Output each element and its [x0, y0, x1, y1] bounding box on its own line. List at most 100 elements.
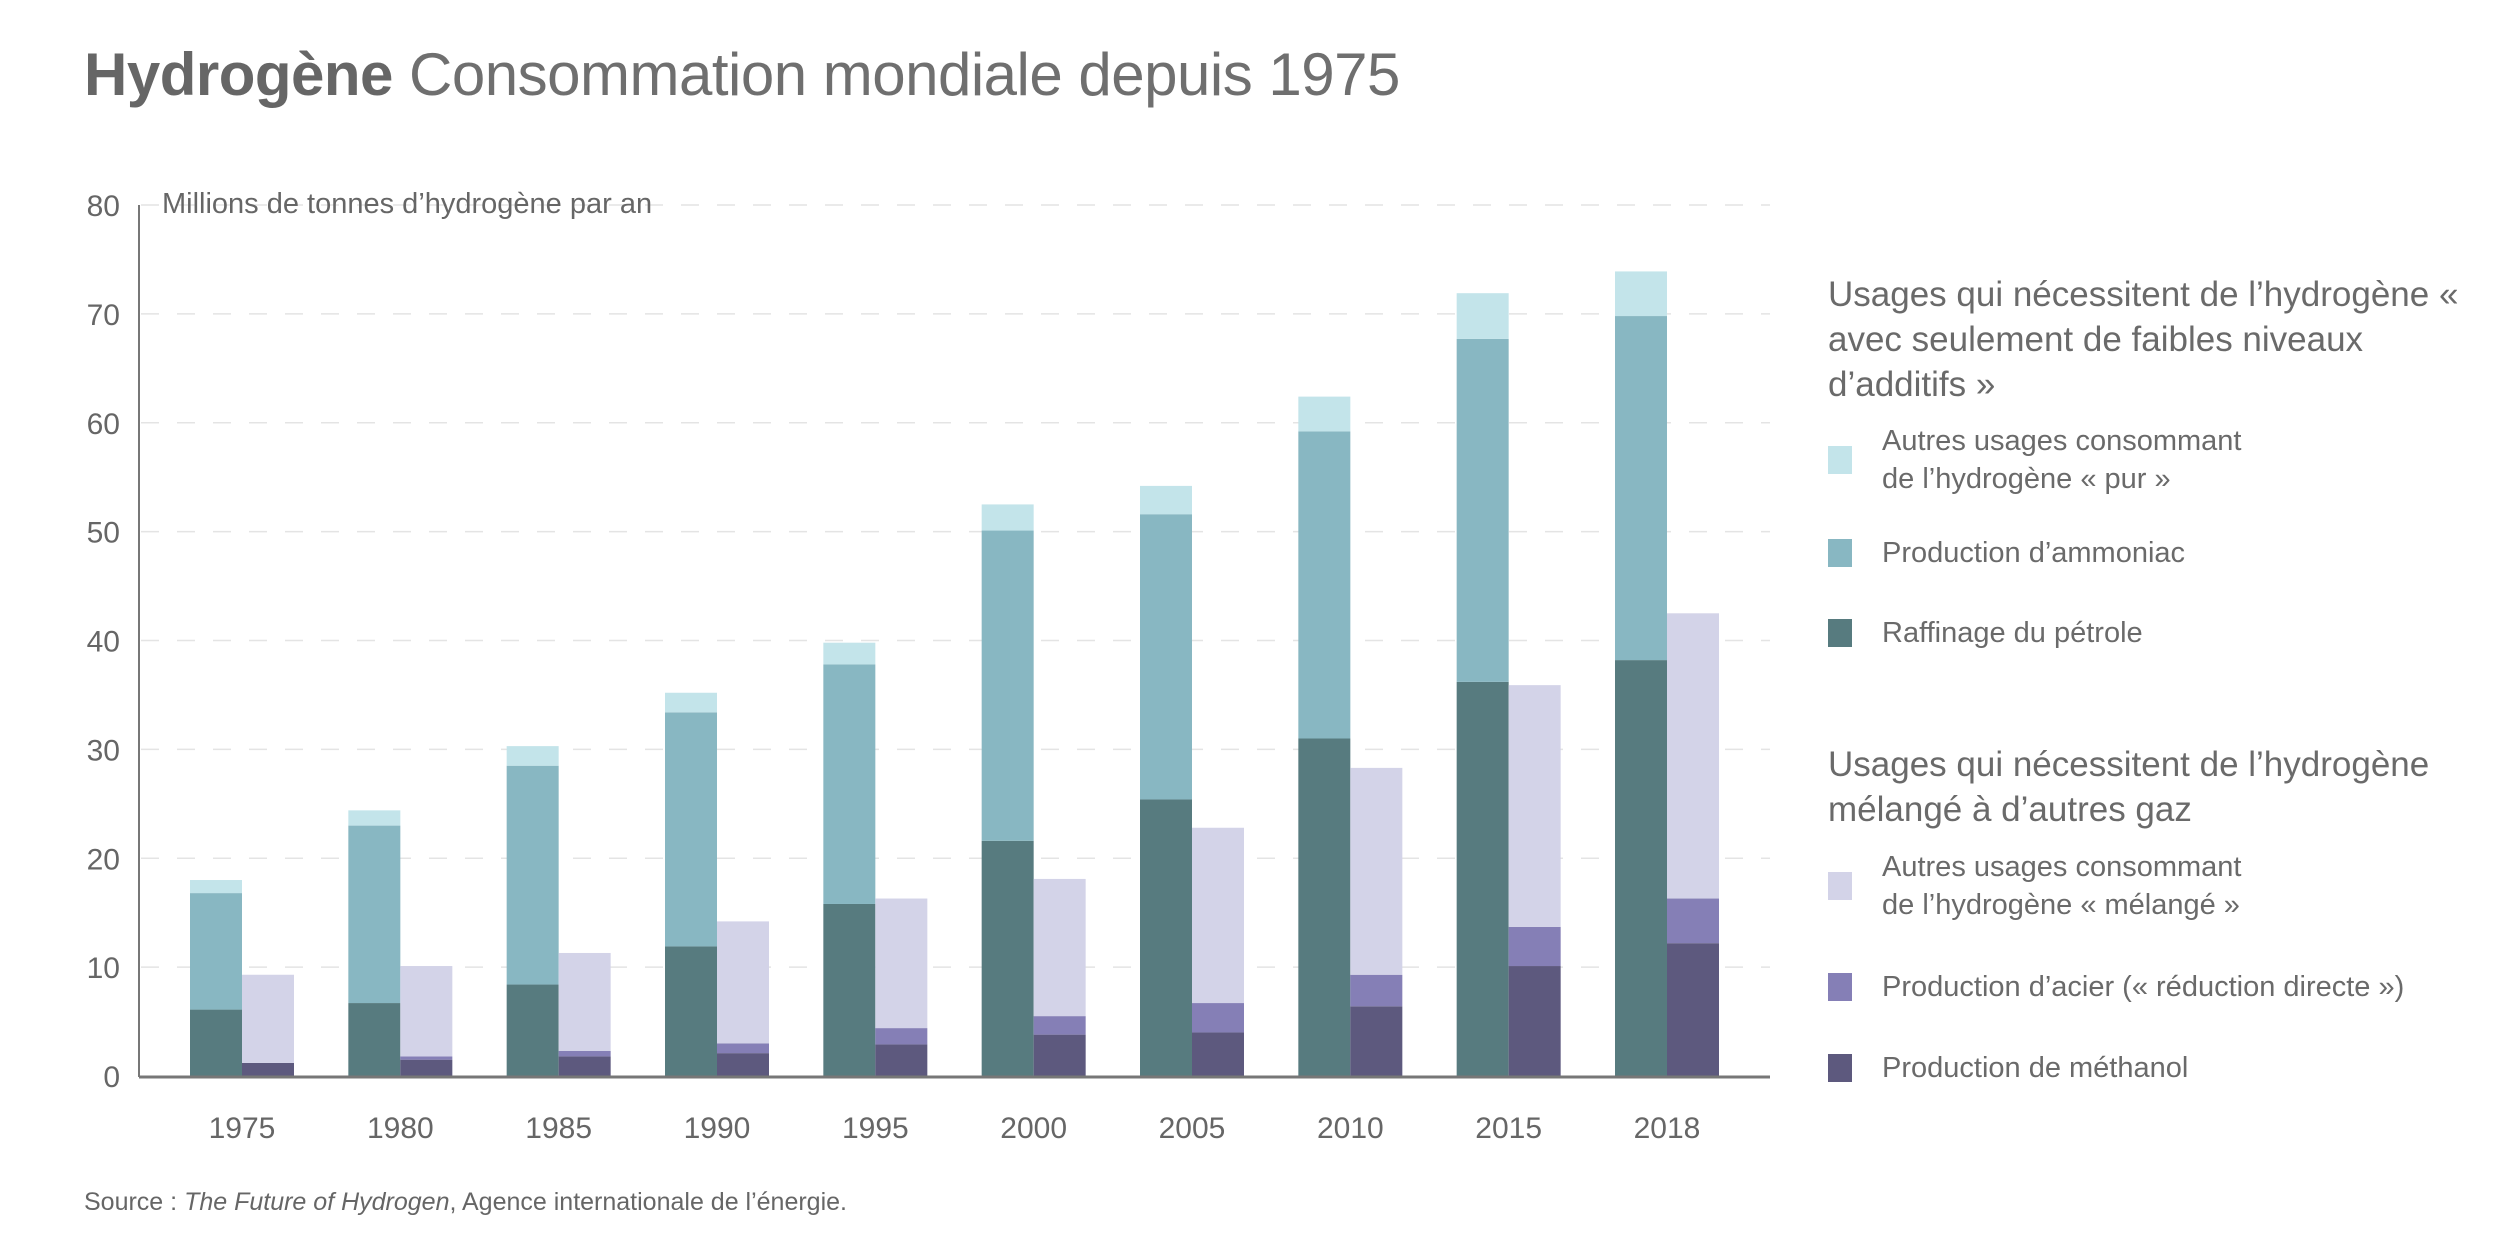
- bar-segment: [348, 825, 401, 1004]
- title-rest: Consommation mondiale depuis 1975: [392, 41, 1400, 108]
- legend-heading: Usages qui nécessitent de l’hydrogène « …: [1828, 275, 2459, 404]
- x-tick-label: 2005: [1159, 1112, 1226, 1145]
- legend-label: Autres usages consommant de l’hydrogène …: [1882, 425, 2242, 495]
- bar-segment: [190, 880, 242, 894]
- bar-segment: [823, 664, 876, 904]
- y-tick-label: 40: [87, 626, 120, 659]
- y-tick-label: 70: [87, 299, 120, 332]
- bar-segment: [717, 921, 769, 1044]
- bar-segment: [1667, 898, 1719, 944]
- bar-segment: [1033, 1034, 1086, 1076]
- bar-segment: [1192, 1032, 1244, 1076]
- legend-label: Raffinage du pétrole: [1882, 617, 2143, 649]
- bar-segment: [190, 893, 242, 1010]
- bar-segment: [558, 1050, 611, 1057]
- bar-segment: [665, 692, 717, 713]
- bar-segment: [400, 966, 453, 1057]
- bar-segment: [1350, 767, 1403, 975]
- bar-segment: [1615, 316, 1667, 661]
- legend-item-steel: Production d’acier (« réduction directe …: [1828, 968, 2404, 1006]
- legend-swatch: [1828, 973, 1852, 1001]
- bar-segment: [1140, 485, 1192, 515]
- title-bold: Hydrogène: [84, 41, 393, 108]
- bar-segment: [1667, 943, 1719, 1076]
- bar-segment: [1298, 738, 1351, 1076]
- bar-segment: [506, 765, 559, 985]
- bar-segment: [1508, 685, 1561, 927]
- bar-segment: [348, 1003, 401, 1076]
- bar-segment: [1033, 878, 1086, 1017]
- bar-segment: [1508, 926, 1561, 967]
- source-title: The Future of Hydrogen: [184, 1188, 450, 1216]
- y-tick-label: 0: [103, 1061, 120, 1094]
- source-prefix: Source :: [84, 1188, 185, 1216]
- legend-group-mixed: Usages qui nécessitent de l’hydrogène mé…: [1828, 742, 2488, 1084]
- x-tick-label: 1990: [684, 1112, 751, 1145]
- bar-segment: [400, 1059, 453, 1076]
- legend-item-pure: Autres usages consommant de l’hydrogène …: [1828, 422, 2241, 498]
- x-tick-label: 2018: [1634, 1112, 1701, 1145]
- bar-segment: [1140, 514, 1192, 800]
- bar-segment: [242, 1062, 294, 1076]
- bar-segment: [717, 1053, 769, 1076]
- bar-segment: [558, 1056, 611, 1076]
- bar-segment: [1298, 431, 1351, 739]
- bar-segment: [1615, 660, 1667, 1076]
- bar-segment: [1033, 1016, 1086, 1035]
- y-tick-label: 50: [87, 517, 120, 550]
- bar-segment: [823, 903, 876, 1076]
- legend-label: Production d’acier (« réduction directe …: [1882, 971, 2405, 1003]
- bar-segment: [981, 840, 1034, 1076]
- bar-segment: [875, 1044, 928, 1076]
- bar-segment: [1456, 681, 1509, 1076]
- y-tick-label: 20: [87, 843, 120, 876]
- bar-segment: [400, 1056, 453, 1060]
- legend-item-ammonia: Production d’ammoniac: [1828, 534, 2185, 572]
- x-tick-label: 1985: [525, 1112, 592, 1145]
- legend-item-methanol: Production de méthanol: [1828, 1049, 2188, 1087]
- bar-segment: [1508, 966, 1561, 1076]
- bar-segment: [1456, 338, 1509, 682]
- x-tick-label: 1995: [842, 1112, 909, 1145]
- chart: 0 10 20 30 40 50 60 70 80 1975 1980 1985 1990 1995 20…: [87, 188, 1770, 1145]
- bar-segment: [981, 530, 1034, 841]
- legend-swatch: [1828, 872, 1852, 900]
- bar-segment: [242, 974, 294, 1063]
- legend-swatch: [1828, 539, 1852, 567]
- bar-segment: [875, 1028, 928, 1045]
- bar-segment: [665, 946, 717, 1076]
- legend-swatch: [1828, 1054, 1852, 1082]
- x-tick-label: 1975: [209, 1112, 276, 1145]
- bar-segment: [1350, 974, 1403, 1007]
- legend-label: Production d’ammoniac: [1882, 537, 2186, 569]
- x-tick-label: 2015: [1475, 1112, 1542, 1145]
- bar-segment: [190, 1009, 242, 1076]
- bar-segment: [1456, 293, 1509, 339]
- y-tick-label: 60: [87, 408, 120, 441]
- bar-segment: [665, 712, 717, 947]
- bar-segment: [506, 984, 559, 1076]
- x-tick-labels: 1975 1980 1985 1990 1995 2000 2005 2010 2015 2018: [209, 1112, 1701, 1145]
- bar-segment: [1615, 271, 1667, 317]
- source-note: Source : The Future of Hydrogen, Agence …: [84, 1188, 847, 1217]
- bar-segment: [823, 642, 876, 665]
- x-tick-label: 1980: [367, 1112, 434, 1145]
- legend-item-mixed: Autres usages consommant de l’hydrogène …: [1828, 848, 2241, 924]
- x-tick-label: 2000: [1000, 1112, 1067, 1145]
- bar-segment: [1140, 799, 1192, 1076]
- bar-segment: [506, 746, 559, 766]
- chart-title: Hydrogène Consommation mondiale depuis 1…: [84, 40, 1400, 109]
- legend-label: Production de méthanol: [1882, 1052, 2189, 1084]
- bar-segment: [1192, 1003, 1244, 1033]
- bar-segment: [1298, 396, 1351, 432]
- bar-segment: [558, 952, 611, 1051]
- legend-swatch: [1828, 619, 1852, 647]
- bar-segment: [981, 504, 1034, 531]
- legend-group-pure: Usages qui nécessitent de l’hydrogène « …: [1828, 272, 2488, 649]
- legend-item-refining: Raffinage du pétrole: [1828, 614, 2143, 652]
- bar-segment: [1350, 1006, 1403, 1076]
- y-tick-label: 80: [87, 190, 120, 223]
- bar-segment: [875, 898, 928, 1029]
- legend-swatch: [1828, 446, 1852, 474]
- legend-label: Autres usages consommant de l’hydrogène …: [1882, 851, 2242, 921]
